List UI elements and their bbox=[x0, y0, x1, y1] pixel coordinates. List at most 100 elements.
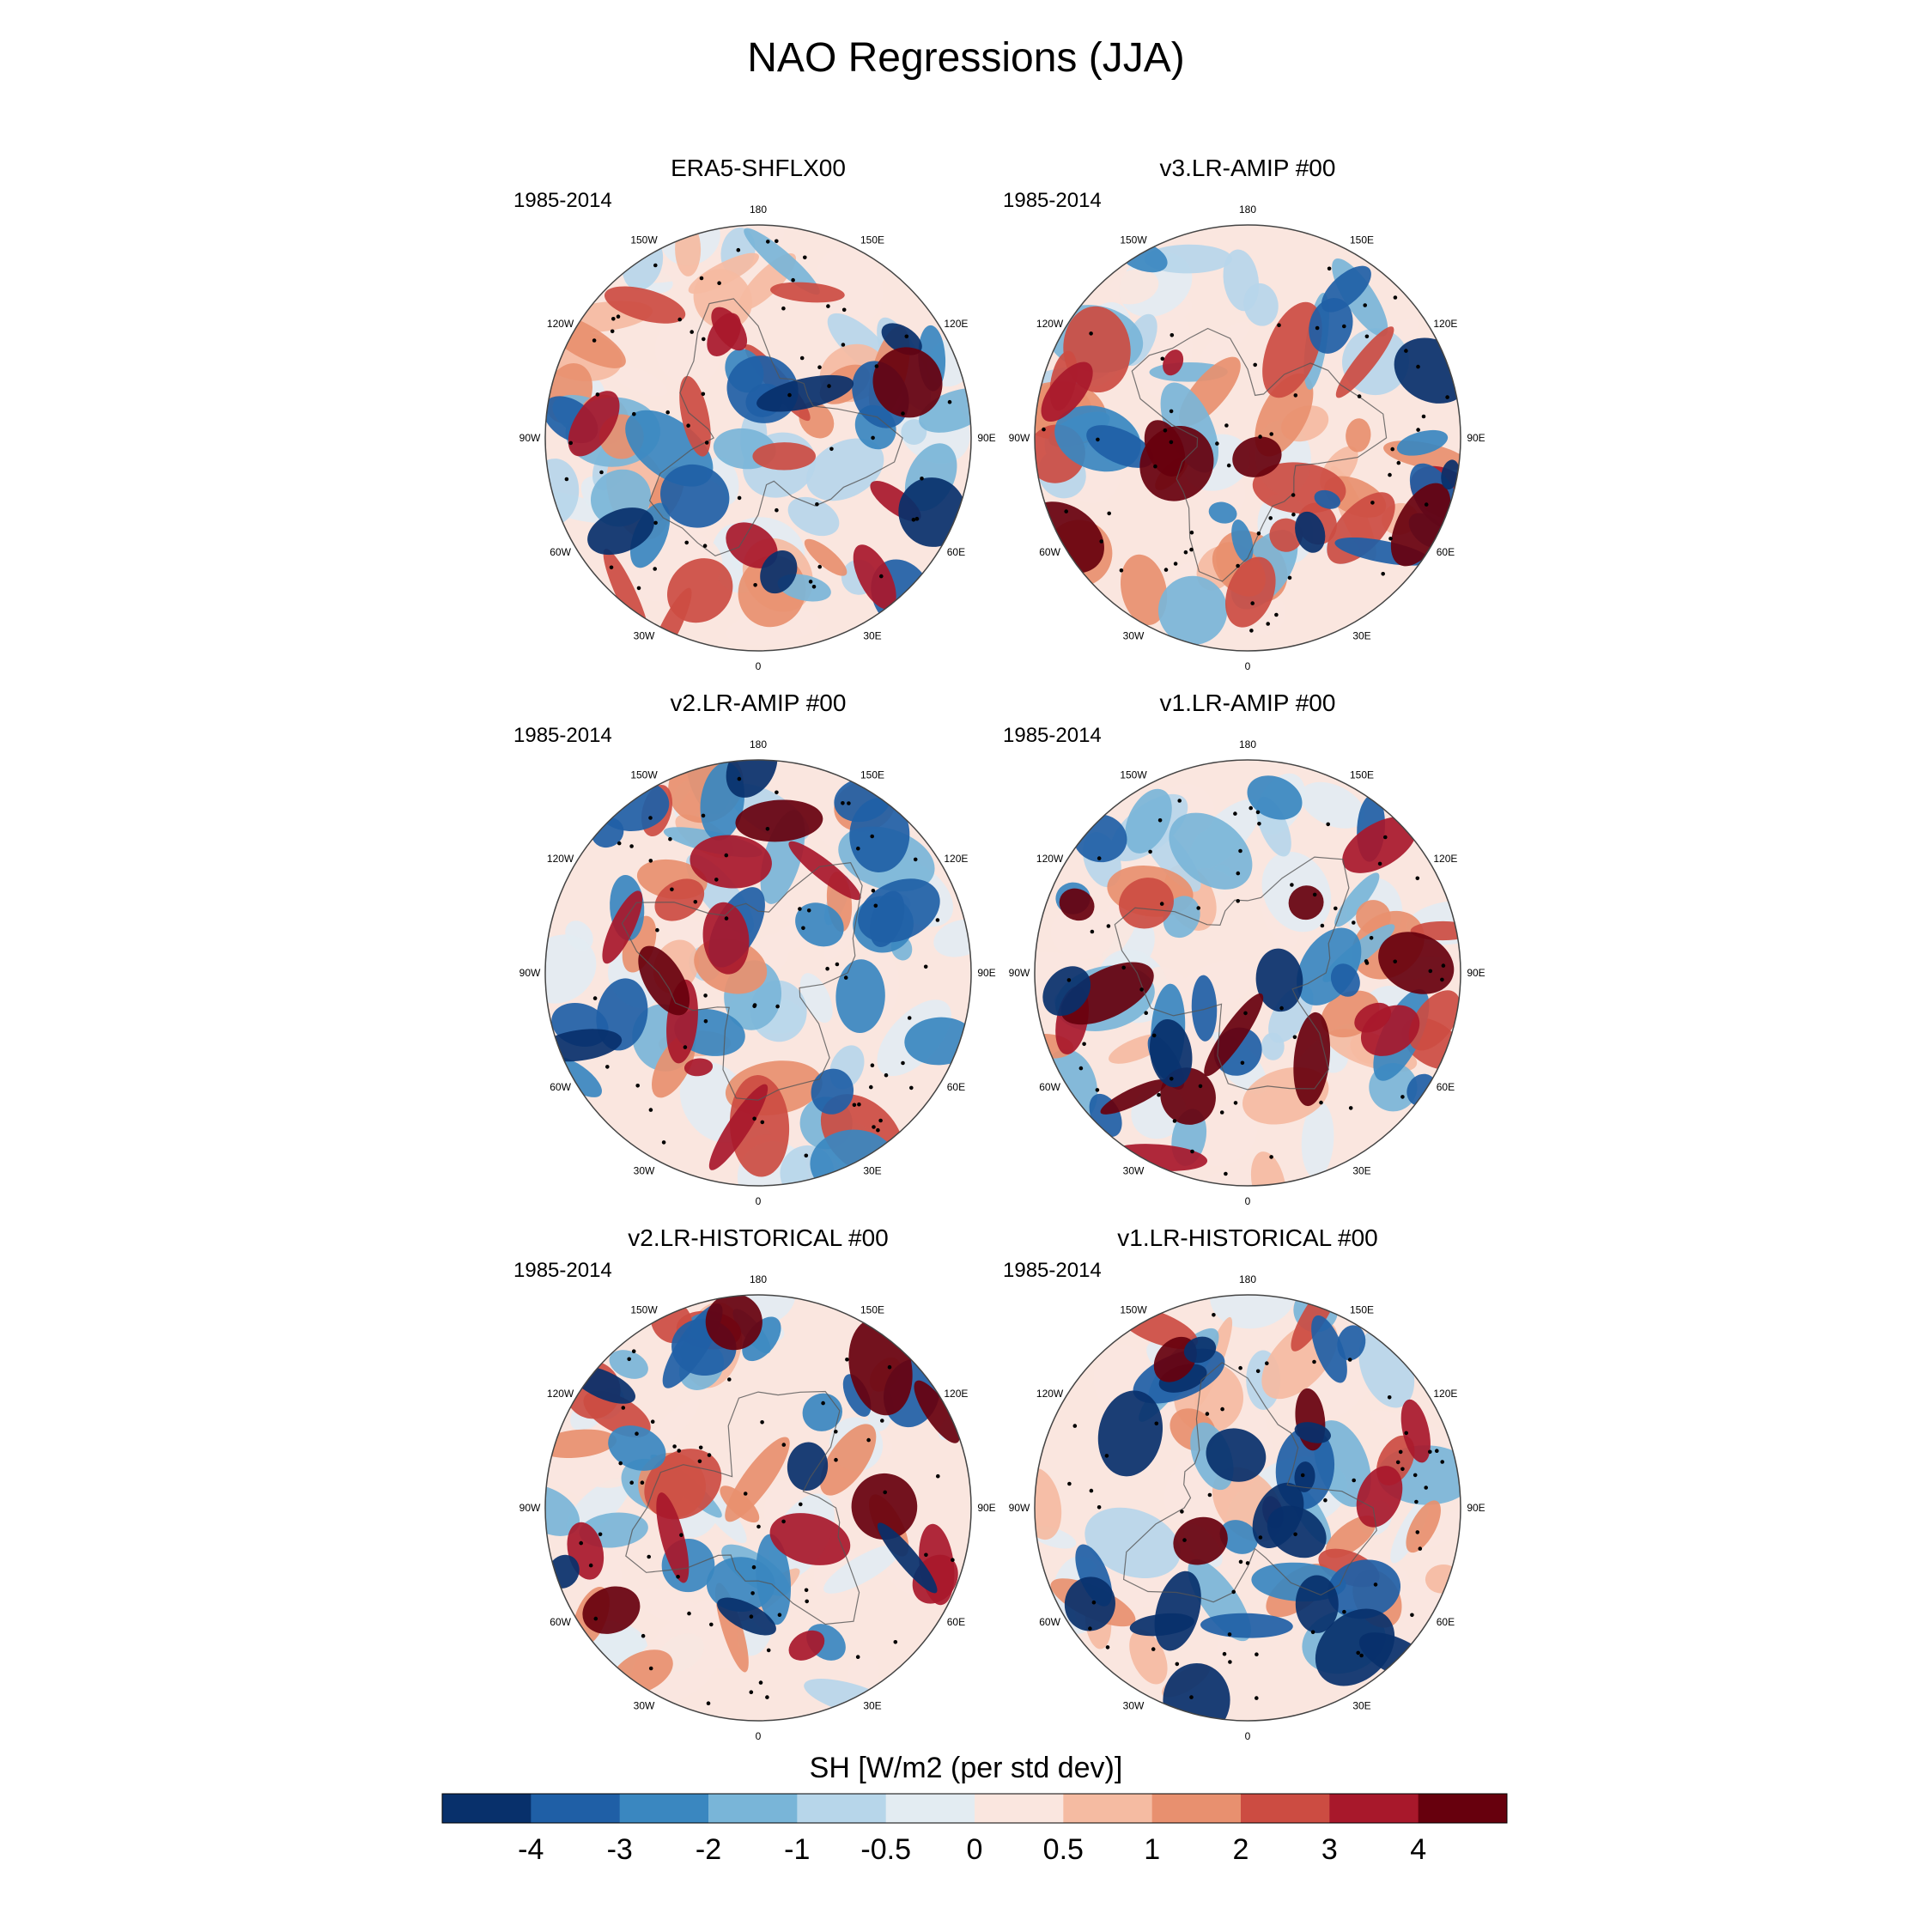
polar-map: 180 150E 120E 90E 60E 30E 0 30W 60W 90W 120W 150W bbox=[1009, 1273, 1485, 1742]
significance-dot bbox=[677, 1449, 681, 1453]
panel-title: v3.LR-AMIP #00 bbox=[1159, 155, 1336, 181]
significance-dot bbox=[752, 1116, 756, 1121]
significance-dot bbox=[1160, 356, 1165, 361]
longitude-label: 60W bbox=[550, 546, 571, 558]
significance-dot bbox=[686, 423, 690, 428]
significance-dot bbox=[1139, 987, 1144, 992]
significance-dot bbox=[1245, 1561, 1250, 1565]
significance-dot bbox=[1416, 364, 1420, 369]
significance-dot bbox=[1414, 1499, 1419, 1504]
significance-dot bbox=[808, 580, 813, 584]
anomaly-patch bbox=[660, 464, 730, 528]
map-panel: v1.LR-AMIP #00 1985-2014 180 150E 120E 90E 6… bbox=[1003, 690, 1488, 1213]
longitude-label: 150E bbox=[860, 769, 884, 781]
significance-dot bbox=[1106, 924, 1111, 928]
significance-dot bbox=[887, 1364, 892, 1370]
significance-dot bbox=[798, 907, 802, 911]
significance-dot bbox=[1312, 1359, 1316, 1364]
significance-dot bbox=[703, 993, 708, 998]
significance-dot bbox=[1220, 1406, 1224, 1412]
longitude-label: 60W bbox=[1039, 1081, 1060, 1093]
significance-dot bbox=[709, 1622, 714, 1627]
significance-dot bbox=[1104, 1454, 1109, 1458]
significance-dot bbox=[1441, 963, 1446, 968]
anomaly-patch bbox=[1183, 1336, 1217, 1364]
significance-dot bbox=[821, 1400, 825, 1406]
anomaly-patch bbox=[654, 319, 721, 385]
significance-dot bbox=[1189, 1695, 1194, 1699]
anomaly-patch bbox=[735, 799, 823, 842]
significance-dot bbox=[1400, 1467, 1405, 1472]
longitude-label: 60E bbox=[1437, 546, 1455, 558]
anomaly-patch bbox=[545, 1485, 580, 1536]
significance-dot bbox=[1119, 568, 1124, 573]
coastline bbox=[1131, 327, 1388, 582]
anomaly-patch bbox=[1199, 321, 1249, 366]
significance-dot bbox=[653, 567, 657, 571]
significance-dot bbox=[617, 841, 622, 846]
significance-dot bbox=[1170, 333, 1175, 337]
significance-dot bbox=[825, 966, 829, 971]
significance-dot bbox=[871, 435, 875, 440]
anomaly-patch bbox=[587, 507, 654, 556]
significance-dot bbox=[697, 1459, 702, 1464]
significance-dot bbox=[1312, 892, 1317, 897]
anomaly-patch bbox=[933, 919, 971, 957]
significance-dot bbox=[1310, 1630, 1315, 1635]
significance-dot bbox=[648, 816, 653, 820]
map-panel: v2.LR-HISTORICAL #00 1985-2014 180 150E 12… bbox=[513, 1224, 999, 1748]
significance-dot bbox=[1255, 1696, 1259, 1700]
longitude-label: 150E bbox=[1350, 1304, 1374, 1316]
longitude-label: 30W bbox=[1123, 629, 1145, 641]
anomaly-patch bbox=[1170, 1463, 1209, 1511]
significance-dot bbox=[1224, 1171, 1228, 1176]
anomaly-patch bbox=[1255, 373, 1314, 457]
significance-dot bbox=[1290, 883, 1294, 887]
significance-dot bbox=[1253, 362, 1257, 368]
panel-title: ERA5-SHFLX00 bbox=[671, 155, 846, 181]
significance-dot bbox=[766, 240, 770, 244]
significance-dot bbox=[687, 1611, 691, 1616]
significance-dot bbox=[1396, 460, 1401, 465]
significance-dot bbox=[787, 392, 792, 398]
anomaly-patch bbox=[1042, 966, 1091, 1017]
significance-dot bbox=[1291, 512, 1296, 517]
anomaly-patch bbox=[1315, 1608, 1395, 1686]
anomaly-patch bbox=[1129, 1629, 1168, 1685]
significance-dot bbox=[1292, 1035, 1297, 1040]
significance-dot bbox=[1410, 1613, 1414, 1618]
significance-dot bbox=[1198, 1084, 1203, 1089]
anomaly-patch bbox=[1335, 326, 1394, 398]
anomaly-patch bbox=[799, 973, 833, 1024]
significance-dot bbox=[841, 343, 846, 347]
coastline bbox=[1122, 1362, 1377, 1603]
significance-dot bbox=[1238, 1559, 1243, 1564]
anomaly-patch bbox=[1309, 297, 1353, 354]
panel-title: v1.LR-AMIP #00 bbox=[1159, 690, 1336, 716]
significance-dot bbox=[829, 447, 834, 452]
significance-dot bbox=[621, 1406, 626, 1410]
colorbar-tick-label: -0.5 bbox=[860, 1833, 911, 1866]
polar-map: 180 150E 120E 90E 60E 30E 0 30W 60W 90W 120W 150W bbox=[519, 204, 996, 672]
longitude-label: 90E bbox=[1467, 967, 1485, 979]
anomaly-patch bbox=[654, 878, 705, 921]
polar-map: 180 150E 120E 90E 60E 30E 0 30W 60W 90W 120W 150W bbox=[519, 738, 996, 1207]
significance-dot bbox=[677, 317, 682, 322]
significance-dot bbox=[1042, 427, 1046, 432]
significance-dot bbox=[703, 1019, 708, 1024]
anomaly-patch bbox=[726, 522, 778, 568]
significance-dot bbox=[870, 834, 874, 839]
anomaly-patch bbox=[1109, 269, 1159, 305]
anomaly-patch bbox=[1097, 1390, 1163, 1477]
significance-dot bbox=[618, 1461, 623, 1466]
anomaly-patch bbox=[1189, 1105, 1258, 1167]
significance-dot bbox=[869, 1084, 873, 1090]
significance-dot bbox=[1238, 848, 1242, 854]
significance-dot bbox=[1435, 1449, 1439, 1453]
longitude-label: 30E bbox=[1352, 1699, 1370, 1711]
significance-dot bbox=[1190, 1149, 1194, 1154]
significance-dot bbox=[806, 908, 811, 913]
significance-dot bbox=[647, 1554, 651, 1559]
significance-dot bbox=[1224, 423, 1229, 428]
figure-title: NAO Regressions (JJA) bbox=[747, 35, 1185, 81]
